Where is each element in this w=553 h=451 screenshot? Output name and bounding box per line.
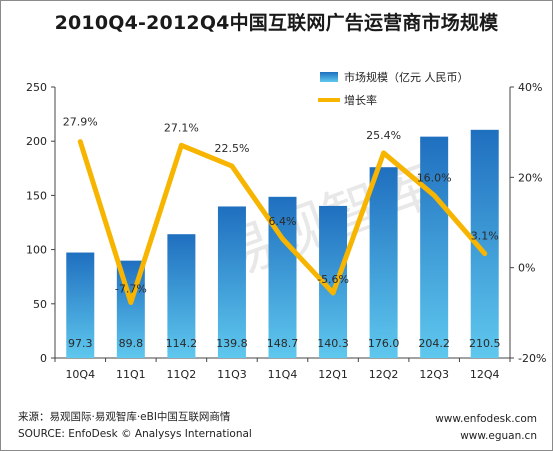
- legend: 市场规模（亿元 人民币） 增长率: [318, 70, 469, 107]
- growth-rate-label: 3.1%: [471, 230, 499, 243]
- y-right-tick-label: 0%: [518, 262, 535, 275]
- x-tick-label: 11Q3: [217, 368, 247, 381]
- x-tick-label: 10Q4: [65, 368, 95, 381]
- y-right-tick-label: 40%: [518, 81, 542, 94]
- legend-bar-swatch: [320, 72, 338, 82]
- growth-rate-label: 6.4%: [269, 215, 297, 228]
- y-left-tick-label: 0: [40, 352, 47, 365]
- x-tick-label: 12Q4: [470, 368, 500, 381]
- bar: [369, 167, 398, 358]
- y-right-tick-label: 20%: [518, 171, 542, 184]
- x-tick-label: 11Q1: [116, 368, 146, 381]
- x-tick-label: 12Q2: [369, 368, 399, 381]
- x-tick-label: 12Q1: [318, 368, 348, 381]
- url-enfodesk[interactable]: www.enfodesk.com: [435, 413, 537, 425]
- x-tick-label: 12Q3: [419, 368, 449, 381]
- source-en: SOURCE: EnfoDesk © Analysys Internationa…: [18, 428, 252, 440]
- bar-value-label: 114.2: [166, 337, 198, 350]
- growth-rate-label: 27.1%: [164, 121, 199, 134]
- growth-rate-label: 25.4%: [366, 129, 401, 142]
- bar-value-label: 140.3: [317, 337, 349, 350]
- x-tick-label: 11Q2: [167, 368, 197, 381]
- y-left-tick-label: 250: [26, 81, 47, 94]
- y-left-tick-label: 200: [26, 135, 47, 148]
- bar-value-label: 97.3: [68, 337, 93, 350]
- bar-value-label: 148.7: [267, 337, 299, 350]
- legend-bar-label: 市场规模（亿元 人民币）: [344, 70, 469, 84]
- bars-layer: 97.3 89.8 114.2 139.8 148.7 140.3 176.0 204.2 21…: [66, 129, 501, 358]
- growth-rate-label: 27.9%: [63, 116, 98, 129]
- legend-line-label: 增长率: [344, 93, 377, 107]
- y-right-tick-label: -20%: [518, 352, 546, 365]
- y-left-tick-label: 150: [26, 189, 47, 202]
- y-left-tick-label: 50: [33, 298, 47, 311]
- line-layer: 27.9% -7.7% 27.1% 22.5% 6.4% -5.6% 25.4% 16.0% 3…: [63, 116, 499, 305]
- source-cn: 来源：易观国际·易观智库·eBI中国互联网商情: [18, 411, 231, 423]
- growth-rate-line: [77, 139, 488, 305]
- growth-rate-label: 22.5%: [214, 142, 249, 155]
- bar: [420, 136, 449, 358]
- bar-value-label: 204.2: [418, 337, 450, 350]
- chart-title: 2010Q4-2012Q4中国互联网广告运营商市场规模: [54, 12, 499, 34]
- bar: [217, 206, 246, 358]
- bar: [66, 252, 95, 358]
- bar-value-label: 210.5: [469, 337, 501, 350]
- growth-rate-label: -5.6%: [317, 273, 349, 286]
- bar-value-label: 89.8: [119, 337, 144, 350]
- bar-value-label: 176.0: [368, 337, 400, 350]
- growth-rate-label: 16.0%: [417, 171, 452, 184]
- growth-rate-label: -7.7%: [115, 282, 147, 295]
- x-tick-label: 11Q4: [268, 368, 298, 381]
- bar-value-label: 139.8: [216, 337, 248, 350]
- url-eguan[interactable]: www.eguan.cn: [460, 430, 537, 442]
- y-left-tick-label: 100: [26, 244, 47, 257]
- bar: [167, 234, 196, 358]
